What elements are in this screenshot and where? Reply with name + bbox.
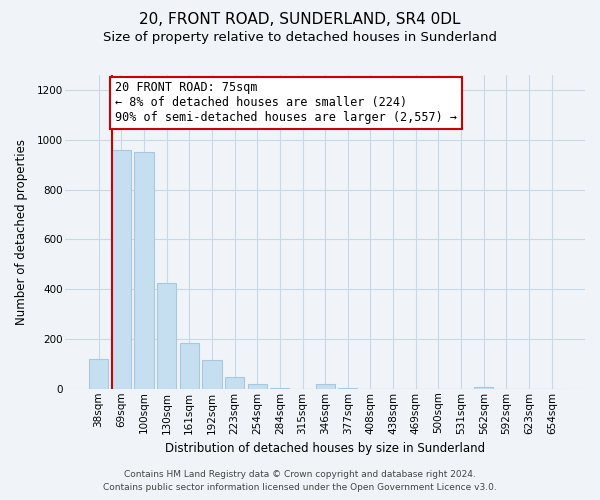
Bar bbox=[89, 359, 108, 389]
X-axis label: Distribution of detached houses by size in Sunderland: Distribution of detached houses by size … bbox=[165, 442, 485, 455]
Bar bbox=[134, 152, 154, 389]
Bar bbox=[225, 377, 244, 389]
Text: Contains HM Land Registry data © Crown copyright and database right 2024.
Contai: Contains HM Land Registry data © Crown c… bbox=[103, 470, 497, 492]
Bar bbox=[157, 283, 176, 389]
Text: Size of property relative to detached houses in Sunderland: Size of property relative to detached ho… bbox=[103, 31, 497, 44]
Bar bbox=[270, 388, 289, 389]
Text: 20 FRONT ROAD: 75sqm
← 8% of detached houses are smaller (224)
90% of semi-detac: 20 FRONT ROAD: 75sqm ← 8% of detached ho… bbox=[115, 81, 457, 124]
Bar bbox=[112, 150, 131, 389]
Bar bbox=[179, 342, 199, 389]
Bar bbox=[474, 387, 493, 389]
Bar bbox=[248, 384, 267, 389]
Text: 20, FRONT ROAD, SUNDERLAND, SR4 0DL: 20, FRONT ROAD, SUNDERLAND, SR4 0DL bbox=[139, 12, 461, 28]
Bar bbox=[202, 360, 221, 389]
Bar bbox=[338, 388, 358, 389]
Bar bbox=[316, 384, 335, 389]
Y-axis label: Number of detached properties: Number of detached properties bbox=[15, 139, 28, 325]
